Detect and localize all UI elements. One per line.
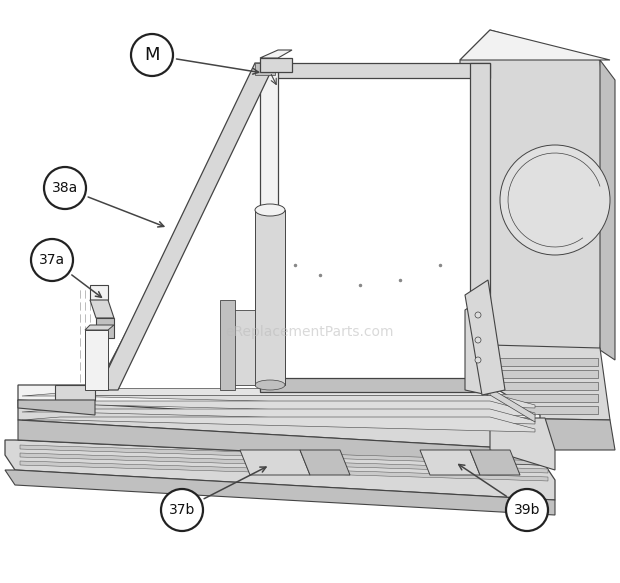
Text: eReplacementParts.com: eReplacementParts.com: [226, 325, 394, 339]
Polygon shape: [260, 50, 292, 58]
Polygon shape: [20, 461, 548, 481]
Polygon shape: [5, 470, 555, 515]
Polygon shape: [255, 63, 275, 75]
Polygon shape: [22, 409, 535, 424]
Polygon shape: [460, 30, 610, 60]
Text: 39b: 39b: [514, 503, 540, 517]
Ellipse shape: [255, 204, 285, 216]
Polygon shape: [22, 401, 535, 416]
Polygon shape: [18, 400, 95, 415]
Circle shape: [161, 489, 203, 531]
Polygon shape: [22, 417, 535, 432]
Polygon shape: [96, 318, 114, 338]
Text: M: M: [144, 46, 160, 64]
Polygon shape: [18, 385, 540, 430]
Polygon shape: [230, 310, 255, 385]
Polygon shape: [260, 63, 278, 390]
Polygon shape: [18, 400, 540, 450]
Polygon shape: [490, 388, 535, 422]
Circle shape: [500, 145, 610, 255]
Circle shape: [131, 34, 173, 76]
Polygon shape: [60, 388, 490, 395]
Polygon shape: [492, 358, 598, 366]
Polygon shape: [95, 68, 488, 390]
Polygon shape: [492, 382, 598, 390]
Polygon shape: [255, 210, 285, 385]
Ellipse shape: [255, 380, 285, 390]
Circle shape: [44, 167, 86, 209]
Polygon shape: [470, 63, 490, 390]
Polygon shape: [55, 385, 95, 400]
Circle shape: [31, 239, 73, 281]
Polygon shape: [260, 58, 292, 72]
Polygon shape: [85, 330, 108, 390]
Polygon shape: [492, 394, 598, 402]
Polygon shape: [490, 345, 610, 420]
Polygon shape: [90, 285, 108, 300]
Polygon shape: [260, 63, 490, 78]
Polygon shape: [465, 280, 505, 395]
Polygon shape: [240, 450, 310, 475]
Text: 37a: 37a: [39, 253, 65, 267]
Text: 37b: 37b: [169, 503, 195, 517]
Polygon shape: [300, 450, 350, 475]
Polygon shape: [492, 370, 598, 378]
Polygon shape: [20, 453, 548, 473]
Text: 38a: 38a: [52, 181, 78, 195]
Polygon shape: [260, 378, 490, 392]
Polygon shape: [220, 300, 235, 390]
Polygon shape: [90, 300, 114, 318]
Circle shape: [475, 312, 481, 318]
Polygon shape: [492, 406, 598, 414]
Circle shape: [475, 337, 481, 343]
Polygon shape: [470, 450, 520, 475]
Polygon shape: [98, 63, 275, 390]
Polygon shape: [490, 418, 615, 450]
Circle shape: [506, 489, 548, 531]
Polygon shape: [22, 393, 535, 408]
Polygon shape: [420, 450, 480, 475]
Circle shape: [475, 357, 481, 363]
Polygon shape: [20, 445, 548, 465]
Polygon shape: [490, 418, 555, 470]
Polygon shape: [465, 295, 488, 395]
Polygon shape: [18, 420, 540, 465]
Polygon shape: [85, 325, 114, 330]
Polygon shape: [460, 30, 610, 360]
Polygon shape: [5, 440, 555, 500]
Polygon shape: [600, 60, 615, 360]
